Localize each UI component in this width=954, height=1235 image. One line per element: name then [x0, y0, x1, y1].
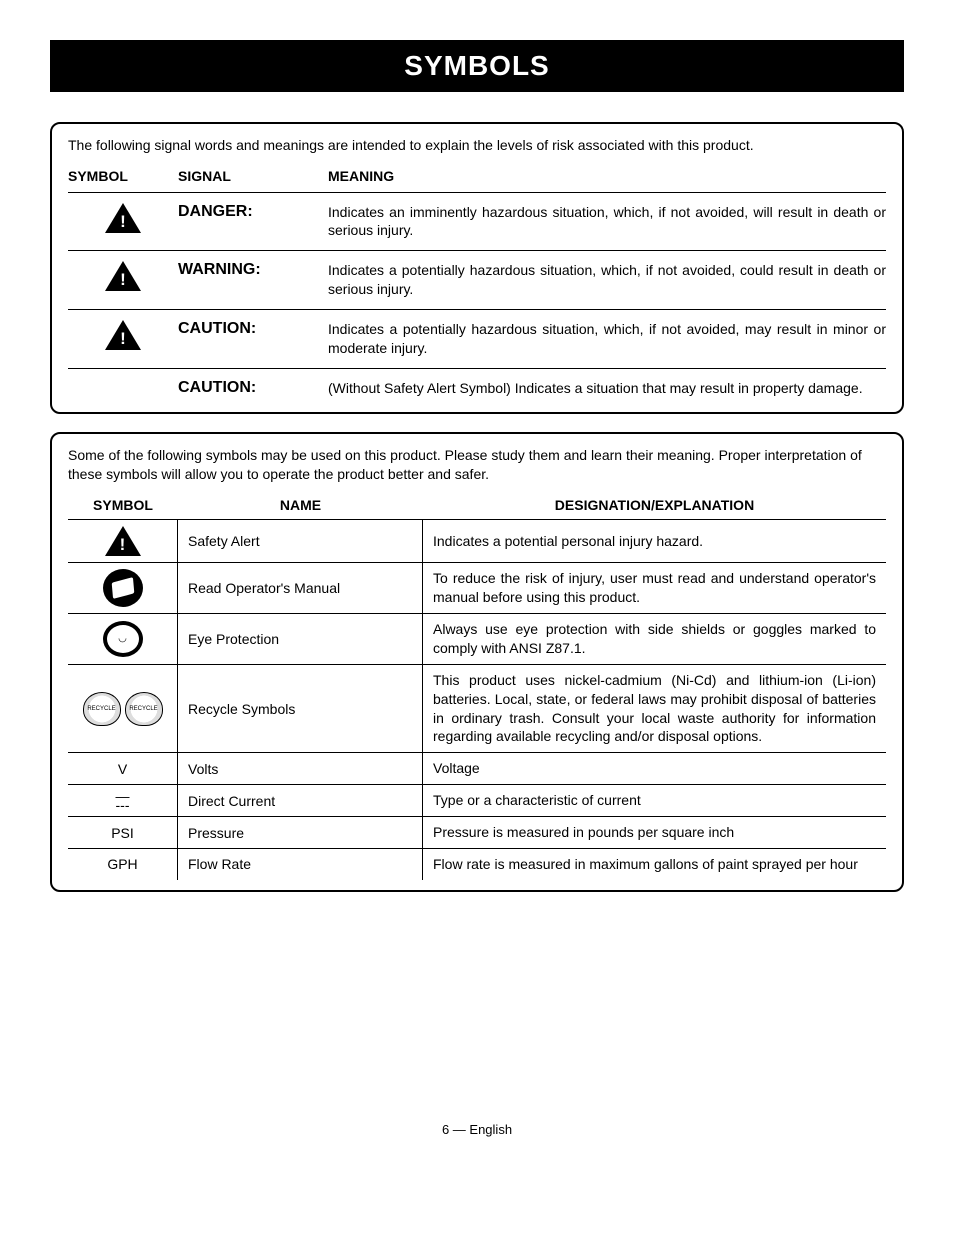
signal-meaning: (Without Safety Alert Symbol) Indicates … [328, 379, 886, 398]
symbol-designation-box: Some of the following symbols may be use… [50, 432, 904, 892]
symbol-intro-text: Some of the following symbols may be use… [68, 446, 886, 485]
symbol-name: Recycle Symbols [178, 665, 423, 753]
symbol-name: Eye Protection [178, 614, 423, 664]
signal-words-box: The following signal words and meanings … [50, 122, 904, 414]
signal-meaning: Indicates an imminently hazardous situat… [328, 203, 886, 241]
direct-current-icon: —--- [68, 785, 178, 816]
symbol-desc: Flow rate is measured in maximum gallons… [423, 849, 886, 880]
symbol-name: Safety Alert [178, 520, 423, 562]
header-symbol: SYMBOL [68, 497, 178, 513]
symbol-name: Pressure [178, 817, 423, 848]
signal-meaning: Indicates a potentially hazardous situat… [328, 261, 886, 299]
page-title: SYMBOLS [50, 40, 904, 92]
symbol-name: Volts [178, 753, 423, 784]
signal-label: DANGER: [178, 203, 328, 221]
symbol-row: V Volts Voltage [68, 752, 886, 784]
symbol-name: Direct Current [178, 785, 423, 816]
header-designation: DESIGNATION/EXPLANATION [423, 497, 886, 513]
symbol-row: Safety Alert Indicates a potential perso… [68, 519, 886, 562]
header-meaning: MEANING [328, 168, 886, 184]
symbol-name: Read Operator's Manual [178, 563, 423, 613]
safety-alert-icon [68, 520, 178, 562]
symbol-desc: Indicates a potential personal injury ha… [423, 520, 886, 562]
symbol-desc: Always use eye protection with side shie… [423, 614, 886, 664]
symbol-row: GPH Flow Rate Flow rate is measured in m… [68, 848, 886, 880]
signal-row: CAUTION: (Without Safety Alert Symbol) I… [68, 368, 886, 412]
signal-header-row: SYMBOL SIGNAL MEANING [68, 164, 886, 192]
symbol-row: —--- Direct Current Type or a characteri… [68, 784, 886, 816]
psi-icon: PSI [68, 817, 178, 848]
symbol-desc: This product uses nickel-cadmium (Ni-Cd)… [423, 665, 886, 753]
symbol-row: RECYCLE RECYCLE Recycle Symbols This pro… [68, 664, 886, 753]
header-name: NAME [178, 497, 423, 513]
recycle-icon: RECYCLE RECYCLE [68, 665, 178, 753]
symbol-name: Flow Rate [178, 849, 423, 880]
symbol-desc: Voltage [423, 753, 886, 784]
alert-icon [68, 320, 178, 350]
symbol-desc: To reduce the risk of injury, user must … [423, 563, 886, 613]
signal-row: CAUTION: Indicates a potentially hazardo… [68, 309, 886, 368]
signal-row: WARNING: Indicates a potentially hazardo… [68, 250, 886, 309]
signal-row: DANGER: Indicates an imminently hazardou… [68, 192, 886, 251]
gph-icon: GPH [68, 849, 178, 880]
read-manual-icon [68, 563, 178, 613]
alert-icon [68, 261, 178, 291]
header-signal: SIGNAL [178, 168, 328, 184]
symbol-header-row: SYMBOL NAME DESIGNATION/EXPLANATION [68, 493, 886, 519]
symbol-row: Read Operator's Manual To reduce the ris… [68, 562, 886, 613]
signal-label: WARNING: [178, 261, 328, 279]
alert-icon [68, 203, 178, 233]
signal-intro-text: The following signal words and meanings … [68, 136, 886, 156]
signal-label: CAUTION: [178, 320, 328, 338]
symbol-row: ◡ Eye Protection Always use eye protecti… [68, 613, 886, 664]
signal-label: CAUTION: [178, 379, 328, 397]
header-symbol: SYMBOL [68, 168, 178, 184]
page-footer: 6 — English [50, 1122, 904, 1137]
signal-meaning: Indicates a potentially hazardous situat… [328, 320, 886, 358]
symbol-desc: Pressure is measured in pounds per squar… [423, 817, 886, 848]
volts-icon: V [68, 753, 178, 784]
symbol-row: PSI Pressure Pressure is measured in pou… [68, 816, 886, 848]
eye-protection-icon: ◡ [68, 614, 178, 664]
symbol-desc: Type or a characteristic of current [423, 785, 886, 816]
